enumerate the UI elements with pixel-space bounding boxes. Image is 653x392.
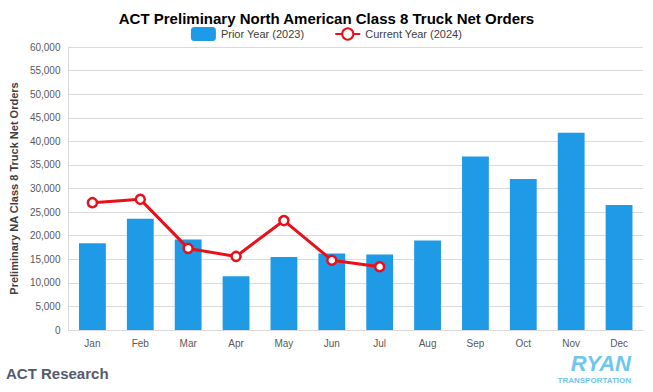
svg-text:25,000: 25,000 (30, 207, 61, 218)
svg-text:ACT Research: ACT Research (6, 365, 109, 382)
svg-text:Apr: Apr (228, 338, 244, 349)
svg-text:5,000: 5,000 (35, 301, 60, 312)
svg-text:15,000: 15,000 (30, 254, 61, 265)
svg-text:Current Year (2024): Current Year (2024) (365, 28, 462, 40)
svg-text:50,000: 50,000 (30, 89, 61, 100)
svg-text:Preliminary NA Class 8 Truck N: Preliminary NA Class 8 Truck Net Orders (8, 82, 20, 294)
svg-text:TRANSPORTATION: TRANSPORTATION (558, 376, 632, 385)
svg-text:Dec: Dec (610, 338, 628, 349)
svg-text:10,000: 10,000 (30, 277, 61, 288)
svg-text:0: 0 (55, 325, 61, 336)
svg-text:30,000: 30,000 (30, 183, 61, 194)
svg-text:40,000: 40,000 (30, 136, 61, 147)
svg-text:35,000: 35,000 (30, 159, 61, 170)
svg-text:Aug: Aug (419, 338, 437, 349)
svg-text:Jun: Jun (324, 338, 340, 349)
svg-text:Jan: Jan (84, 338, 100, 349)
svg-text:Feb: Feb (132, 338, 150, 349)
svg-text:55,000: 55,000 (30, 65, 61, 76)
svg-text:May: May (274, 338, 293, 349)
svg-text:Jul: Jul (373, 338, 386, 349)
svg-text:Oct: Oct (516, 338, 532, 349)
svg-text:Mar: Mar (180, 338, 198, 349)
svg-text:Sep: Sep (467, 338, 485, 349)
svg-text:Nov: Nov (562, 338, 580, 349)
svg-text:60,000: 60,000 (30, 42, 61, 53)
svg-text:45,000: 45,000 (30, 112, 61, 123)
svg-text:20,000: 20,000 (30, 230, 61, 241)
svg-text:ACT Preliminary North American: ACT Preliminary North American Class 8 T… (119, 10, 534, 27)
svg-text:RYAN: RYAN (571, 351, 632, 376)
svg-text:Prior Year (2023): Prior Year (2023) (221, 28, 304, 40)
